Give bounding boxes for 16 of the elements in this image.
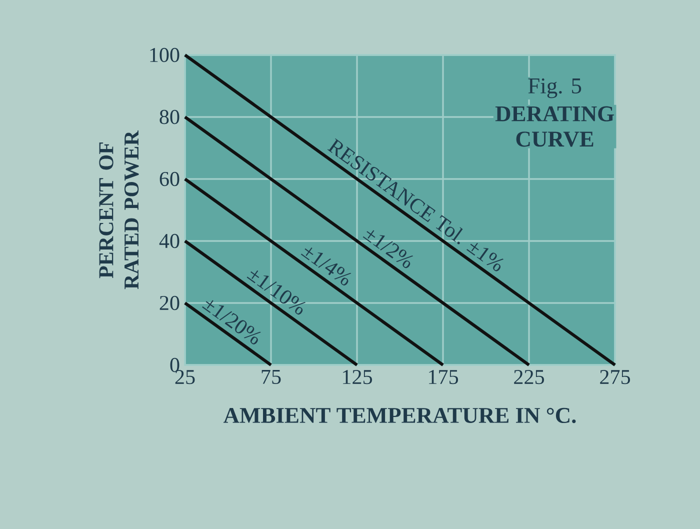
x-axis-title: AMBIENT TEMPERATURE IN °C. (223, 408, 576, 424)
x-tick-label: 75 (262, 370, 281, 384)
text: DERATING CURVE (495, 106, 614, 147)
x-tick-label: 25 (175, 370, 195, 384)
x-tick-label: 225 (514, 370, 544, 384)
x-tick-label: 175 (429, 370, 458, 384)
y-tick-label: 0 (170, 358, 180, 372)
text: Fig. 5 (528, 78, 582, 98)
y-tick-label: 40 (159, 234, 180, 248)
x-tick-label: 125 (343, 370, 372, 384)
x-tick-label: 275 (600, 370, 630, 384)
y-tick-label: 100 (150, 48, 180, 62)
y-axis-title: PERCENT OF RATED POWER (99, 130, 139, 290)
y-tick-label: 80 (160, 110, 180, 124)
y-tick-label: 20 (160, 296, 180, 310)
y-tick-label: 60 (160, 172, 180, 186)
